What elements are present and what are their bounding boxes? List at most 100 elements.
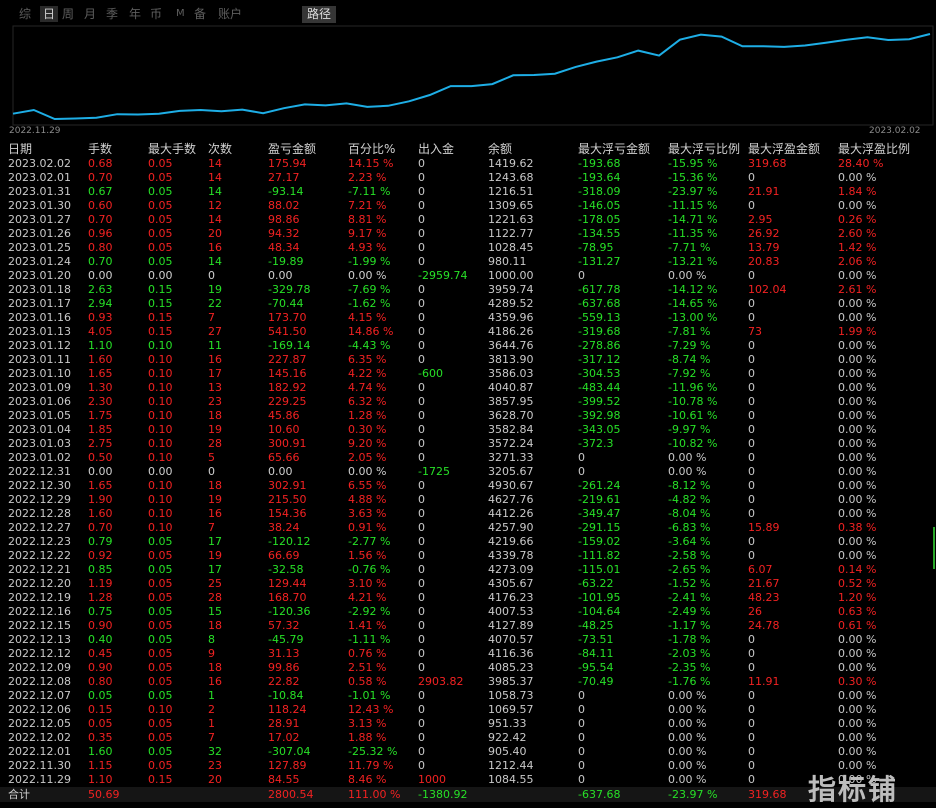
column-header[interactable]: 最大浮亏金额 bbox=[578, 142, 651, 156]
scroll-indicator[interactable] bbox=[933, 527, 935, 569]
column-header[interactable]: 最大浮盈金额 bbox=[748, 142, 821, 156]
table-row[interactable]: 2023.02.01 0.70 0.05 14 27.17 2.23 % 0 1243.68 -… bbox=[0, 171, 936, 185]
table-row[interactable]: 2023.01.03 2.75 0.10 28 300.91 9.20 % 0 3572.24… bbox=[0, 437, 936, 451]
table-cell: 15 bbox=[208, 605, 222, 618]
tab-9[interactable]: 账户 bbox=[218, 7, 243, 21]
table-cell: 0 bbox=[418, 409, 425, 422]
table-row[interactable]: 2022.12.21 0.85 0.05 17 -32.58 -0.76 % 0 4273.0… bbox=[0, 563, 936, 577]
table-row[interactable]: 2023.01.09 1.30 0.10 13 182.92 4.74 % 0 4040.87… bbox=[0, 381, 936, 395]
column-header[interactable]: 盈亏金额 bbox=[268, 142, 317, 156]
table-cell: 18 bbox=[208, 409, 222, 422]
table-row[interactable]: 2023.01.02 0.50 0.10 5 65.66 2.05 % 0 3271.33 0 0… bbox=[0, 451, 936, 465]
column-header[interactable]: 手数 bbox=[88, 142, 113, 156]
total-cell: 319.68 bbox=[748, 788, 787, 801]
table-cell: 541.50 bbox=[268, 325, 307, 338]
table-row[interactable]: 2023.01.25 0.80 0.05 16 48.34 4.93 % 0 1028.45 -… bbox=[0, 241, 936, 255]
table-row[interactable]: 2023.01.30 0.60 0.05 12 88.02 7.21 % 0 1309.65 -… bbox=[0, 199, 936, 213]
tab-5[interactable]: 年 bbox=[129, 7, 142, 21]
table-row[interactable]: 2023.01.10 1.65 0.10 17 145.16 4.22 % -600 3586… bbox=[0, 367, 936, 381]
table-row[interactable]: 2023.01.13 4.05 0.15 27 541.50 14.86 % 0 4186.2… bbox=[0, 325, 936, 339]
tab-2[interactable]: 周 bbox=[62, 7, 75, 21]
table-row[interactable]: 2023.01.18 2.63 0.15 19 -329.78 -7.69 % 0 3959.… bbox=[0, 283, 936, 297]
table-cell: 17 bbox=[208, 367, 222, 380]
table-row[interactable]: 2023.01.24 0.70 0.05 14 -19.89 -1.99 % 0 980.11… bbox=[0, 255, 936, 269]
table-row[interactable]: 2023.02.02 0.68 0.05 14 175.94 14.15 % 0 1419.6… bbox=[0, 157, 936, 171]
table-cell: 0 bbox=[748, 549, 755, 562]
table-row[interactable]: 2022.12.01 1.60 0.05 32 -307.04 -25.32 % 0 905.… bbox=[0, 745, 936, 759]
tab-1[interactable]: 日 bbox=[40, 6, 59, 22]
column-header[interactable]: 最大浮盈比例 bbox=[838, 142, 911, 156]
table-cell: -70.44 bbox=[268, 297, 304, 310]
tab-0[interactable]: 综 bbox=[19, 7, 32, 21]
path-button[interactable]: 路径 bbox=[302, 6, 337, 23]
table-row[interactable]: 2023.01.11 1.60 0.10 16 227.87 6.35 % 0 3813.90… bbox=[0, 353, 936, 367]
table-cell: -4.82 % bbox=[668, 493, 711, 506]
table-row[interactable]: 2022.12.06 0.15 0.10 2 118.24 12.43 % 0 1069.57… bbox=[0, 703, 936, 717]
table-cell: 2022.12.08 bbox=[8, 675, 71, 688]
table-cell: 0.05 bbox=[148, 717, 173, 730]
table-row[interactable]: 2023.01.27 0.70 0.05 14 98.86 8.81 % 0 1221.63 -… bbox=[0, 213, 936, 227]
column-header[interactable]: 最大浮亏比例 bbox=[668, 142, 741, 156]
table-row[interactable]: 2022.12.20 1.19 0.05 25 129.44 3.10 % 0 4305.67… bbox=[0, 577, 936, 591]
table-row[interactable]: 2022.12.12 0.45 0.05 9 31.13 0.76 % 0 4116.36 -8… bbox=[0, 647, 936, 661]
table-row[interactable]: 2022.12.05 0.05 0.05 1 28.91 3.13 % 0 951.33 0 0.… bbox=[0, 717, 936, 731]
table-row[interactable]: 2023.01.06 2.30 0.10 23 229.25 6.32 % 0 3857.95… bbox=[0, 395, 936, 409]
tab-7[interactable]: M bbox=[176, 8, 185, 19]
table-row[interactable]: 2022.12.08 0.80 0.05 16 22.82 0.58 % 2903.82 39… bbox=[0, 675, 936, 689]
table-row[interactable]: 2022.12.29 1.90 0.10 19 215.50 4.88 % 0 4627.76… bbox=[0, 493, 936, 507]
table-cell: 0.60 bbox=[88, 199, 113, 212]
table-row[interactable]: 2022.12.02 0.35 0.05 7 17.02 1.88 % 0 922.42 0 0.… bbox=[0, 731, 936, 745]
table-row[interactable]: 2022.12.09 0.90 0.05 18 99.86 2.51 % 0 4085.23 -… bbox=[0, 661, 936, 675]
table-row[interactable]: 2022.12.27 0.70 0.10 7 38.24 0.91 % 0 4257.90 -2… bbox=[0, 521, 936, 535]
column-header[interactable]: 百分比% bbox=[348, 142, 396, 156]
column-header[interactable]: 余额 bbox=[488, 142, 513, 156]
table-cell: 0 bbox=[748, 171, 755, 184]
column-header[interactable]: 出入金 bbox=[418, 142, 455, 156]
column-header[interactable]: 日期 bbox=[8, 142, 33, 156]
table-row[interactable]: 2022.12.15 0.90 0.05 18 57.32 1.41 % 0 4127.89 -… bbox=[0, 619, 936, 633]
table-row[interactable]: 2022.12.31 0.00 0.00 0 0.00 0.00 % -1725 3205.6… bbox=[0, 465, 936, 479]
table-row[interactable]: 2023.01.26 0.96 0.05 20 94.32 9.17 % 0 1122.77 -… bbox=[0, 227, 936, 241]
tab-3[interactable]: 月 bbox=[84, 7, 97, 21]
table-row[interactable]: 2022.12.13 0.40 0.05 8 -45.79 -1.11 % 0 4070.57… bbox=[0, 633, 936, 647]
table-row[interactable]: 2022.12.16 0.75 0.05 15 -120.36 -2.92 % 0 4007.… bbox=[0, 605, 936, 619]
table-row[interactable]: 2023.01.17 2.94 0.15 22 -70.44 -1.62 % 0 4289.5… bbox=[0, 297, 936, 311]
table-row[interactable]: 2023.01.04 1.85 0.10 19 10.60 0.30 % 0 3582.84 -… bbox=[0, 423, 936, 437]
tab-6[interactable]: 币 bbox=[150, 7, 163, 21]
table-cell: -1.78 % bbox=[668, 633, 711, 646]
table-row[interactable]: 2022.12.22 0.92 0.05 19 66.69 1.56 % 0 4339.78 -… bbox=[0, 549, 936, 563]
table-row[interactable]: 2023.01.16 0.93 0.15 7 173.70 4.15 % 0 4359.96 -… bbox=[0, 311, 936, 325]
table-cell: 0.00 bbox=[268, 269, 293, 282]
table-cell: 17 bbox=[208, 535, 222, 548]
table-cell: -2.03 % bbox=[668, 647, 711, 660]
tab-4[interactable]: 季 bbox=[106, 7, 119, 21]
table-cell: 4289.52 bbox=[488, 297, 534, 310]
table-cell: 227.87 bbox=[268, 353, 307, 366]
table-row[interactable]: 2022.12.28 1.60 0.10 16 154.36 3.63 % 0 4412.26… bbox=[0, 507, 936, 521]
table-cell: -372.3 bbox=[578, 437, 614, 450]
table-cell: -13.21 % bbox=[668, 255, 718, 268]
table-row[interactable]: 2022.12.30 1.65 0.10 18 302.91 6.55 % 0 4930.67… bbox=[0, 479, 936, 493]
table-row[interactable]: 2023.01.12 1.10 0.10 11 -169.14 -4.43 % 0 3644.… bbox=[0, 339, 936, 353]
table-cell: 182.92 bbox=[268, 381, 307, 394]
table-cell: 0.05 bbox=[148, 157, 173, 170]
table-row[interactable]: 2022.12.23 0.79 0.05 17 -120.12 -2.77 % 0 4219.… bbox=[0, 535, 936, 549]
table-cell: 4930.67 bbox=[488, 479, 534, 492]
table-cell: 0 bbox=[418, 339, 425, 352]
table-row[interactable]: 2022.12.07 0.05 0.05 1 -10.84 -1.01 % 0 1058.73… bbox=[0, 689, 936, 703]
table-row[interactable]: 2023.01.20 0.00 0.00 0 0.00 0.00 % -2959.74 100… bbox=[0, 269, 936, 283]
table-row[interactable]: 2023.01.05 1.75 0.10 18 45.86 1.28 % 0 3628.70 -… bbox=[0, 409, 936, 423]
table-cell: 0 bbox=[418, 731, 425, 744]
table-cell: 0 bbox=[418, 297, 425, 310]
table-cell: 1.99 % bbox=[838, 325, 877, 338]
table-cell: 19 bbox=[208, 423, 222, 436]
column-header[interactable]: 次数 bbox=[208, 142, 233, 156]
table-row[interactable]: 2022.11.30 1.15 0.05 23 127.89 11.79 % 0 1212.4… bbox=[0, 759, 936, 773]
column-header[interactable]: 最大手数 bbox=[148, 142, 197, 156]
tab-8[interactable]: 备 bbox=[194, 7, 207, 21]
table-row[interactable]: 2022.12.19 1.28 0.05 28 168.70 4.21 % 0 4176.23… bbox=[0, 591, 936, 605]
table-cell: 0 bbox=[418, 157, 425, 170]
table-row[interactable]: 2023.01.31 0.67 0.05 14 -93.14 -7.11 % 0 1216.5… bbox=[0, 185, 936, 199]
table-cell: -14.12 % bbox=[668, 283, 718, 296]
table-row[interactable]: 2022.11.29 1.10 0.15 20 84.55 8.46 % 1000 1084.… bbox=[0, 773, 936, 787]
